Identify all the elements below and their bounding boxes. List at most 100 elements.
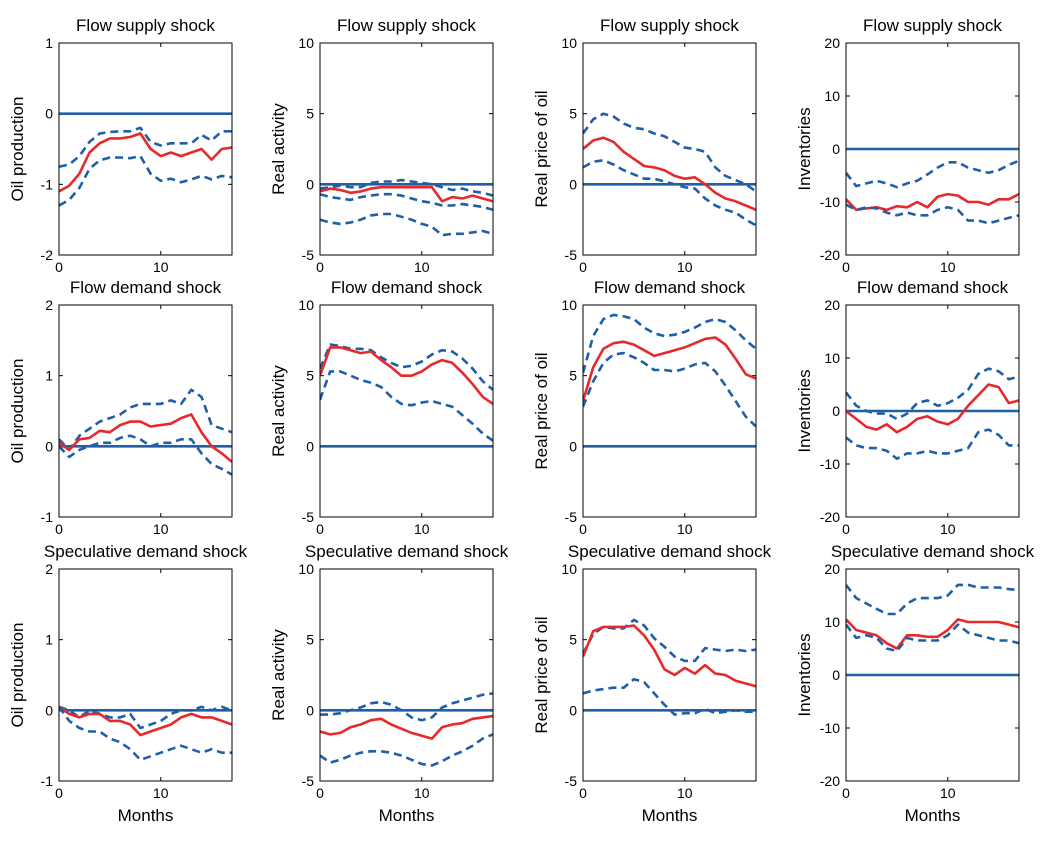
y-axis-label: Inventories	[795, 369, 814, 452]
x-tick-label: 0	[842, 259, 850, 275]
y-tick-label: 0	[569, 702, 577, 718]
median-response-line	[846, 383, 1019, 434]
y-tick-label: 5	[569, 632, 577, 648]
axes-frame	[58, 568, 233, 782]
y-tick-label: 0	[832, 667, 840, 683]
x-tick-label: 0	[579, 785, 587, 801]
y-tick-label: 0	[832, 141, 840, 157]
x-tick-label: 0	[55, 785, 63, 801]
x-tick-label: 10	[940, 521, 956, 537]
lower-band-line	[59, 706, 232, 762]
subplot-2-4: Flow demand shock Inventories -20 -10 0 10 20 0…	[795, 278, 1020, 537]
lower-band-line	[846, 428, 1019, 461]
y-tick-label: 10	[298, 561, 314, 577]
lower-band-line	[320, 212, 493, 237]
lower-band-line	[583, 677, 756, 716]
y-tick-label: -10	[820, 720, 840, 736]
axes-frame	[845, 568, 1020, 782]
x-tick-label: 0	[316, 521, 324, 537]
y-tick-label: 1	[45, 632, 53, 648]
upper-band-line	[846, 367, 1019, 421]
y-tick-label: 5	[306, 368, 314, 384]
subplot-title: Flow supply shock	[600, 16, 739, 35]
axes-frame	[582, 42, 757, 256]
lower-band-line	[846, 203, 1019, 225]
x-tick-label: 0	[55, 259, 63, 275]
y-axis-label: Real price of oil	[532, 616, 551, 733]
median-response-line	[583, 624, 756, 688]
y-axis-label: Inventories	[795, 107, 814, 190]
y-tick-label: 5	[306, 632, 314, 648]
subplot-title: Flow supply shock	[337, 16, 476, 35]
median-response-line	[583, 136, 756, 211]
upper-band-line	[846, 159, 1019, 189]
lower-band-line	[320, 370, 493, 442]
lower-band-line	[583, 159, 756, 227]
x-axis-label: Months	[642, 806, 698, 825]
y-tick-label: 10	[298, 297, 314, 313]
x-tick-label: 0	[842, 785, 850, 801]
x-tick-label: 10	[414, 521, 430, 537]
upper-band-line	[320, 343, 493, 391]
axes-frame	[58, 42, 233, 256]
x-axis-label: Months	[905, 806, 961, 825]
x-tick-label: 10	[414, 785, 430, 801]
subplot-title: Flow demand shock	[70, 278, 222, 297]
plot-area	[59, 705, 232, 762]
y-tick-label: -1	[41, 176, 54, 192]
upper-band-line	[320, 692, 493, 722]
x-tick-label: 0	[842, 521, 850, 537]
axes-frame	[319, 42, 494, 256]
y-tick-label: 5	[569, 368, 577, 384]
plot-area	[846, 367, 1019, 461]
y-tick-label: 10	[561, 561, 577, 577]
y-axis-label: Oil production	[8, 359, 27, 464]
lower-band-line	[59, 434, 232, 476]
plot-area	[320, 178, 493, 237]
y-tick-label: -1	[41, 773, 54, 789]
x-tick-label: 10	[677, 521, 693, 537]
lower-band-line	[320, 192, 493, 212]
x-tick-label: 0	[316, 785, 324, 801]
subplot-3-1: Speculative demand shock Oil production Mo…	[8, 542, 248, 825]
axes-frame	[582, 568, 757, 782]
y-axis-label: Oil production	[8, 623, 27, 728]
plot-area	[583, 313, 756, 448]
plot-area	[59, 112, 232, 207]
y-tick-label: 1	[45, 368, 53, 384]
y-tick-label: 10	[561, 297, 577, 313]
subplot-title: Flow demand shock	[857, 278, 1009, 297]
x-tick-label: 10	[940, 259, 956, 275]
y-tick-label: 5	[306, 106, 314, 122]
y-tick-label: 20	[824, 297, 840, 313]
y-tick-label: 0	[306, 702, 314, 718]
y-tick-label: 2	[45, 561, 53, 577]
y-tick-label: 0	[306, 438, 314, 454]
y-tick-label: -5	[302, 509, 315, 525]
x-tick-label: 10	[153, 521, 169, 537]
subplot-title: Speculative demand shock	[568, 542, 772, 561]
axes-frame	[582, 304, 757, 518]
y-tick-label: 10	[824, 350, 840, 366]
y-tick-label: 2	[45, 297, 53, 313]
axes-frame	[845, 304, 1020, 518]
y-tick-label: -2	[41, 247, 54, 263]
y-tick-label: 0	[306, 176, 314, 192]
y-tick-label: 10	[561, 35, 577, 51]
y-tick-label: 0	[45, 438, 53, 454]
lower-band-line	[846, 623, 1019, 653]
x-axis-label: Months	[118, 806, 174, 825]
y-tick-label: 1	[45, 35, 53, 51]
upper-band-line	[59, 126, 232, 168]
subplot-title: Speculative demand shock	[305, 542, 509, 561]
y-tick-label: -5	[302, 247, 315, 263]
upper-band-line	[59, 388, 232, 452]
plot-area	[583, 112, 756, 227]
x-tick-label: 10	[677, 785, 693, 801]
y-tick-label: -20	[820, 773, 840, 789]
subplot-3-4: Speculative demand shock Inventories Month…	[795, 542, 1035, 825]
y-tick-label: 10	[298, 35, 314, 51]
median-response-line	[59, 413, 232, 463]
y-tick-label: 20	[824, 561, 840, 577]
